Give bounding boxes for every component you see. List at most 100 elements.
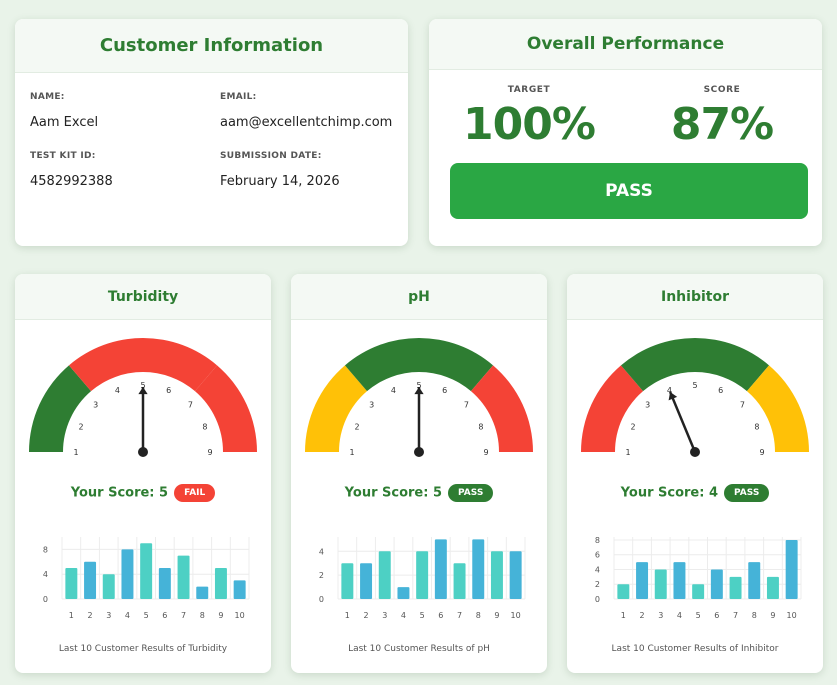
x-tick-label: 10 [787,611,797,620]
result-bar [65,568,78,599]
result-bar [692,584,705,599]
x-tick-label: 2 [364,611,369,620]
overall-status-banner: PASS [450,163,808,219]
x-tick-label: 6 [162,611,167,620]
metric-title: pH [291,274,547,320]
email-value: aam@excellentchimp.com [220,115,393,130]
dial-label: 1 [73,448,78,457]
dial-label: 6 [442,386,447,395]
dial-label: 8 [754,422,759,431]
result-bar [453,563,466,599]
gauge: 1 2 3 4 5 6 7 8 9 [29,338,257,457]
dial-label: 6 [166,386,171,395]
needle-tip [668,391,678,401]
results-bar-chart: 0 2 4 1 2 3 4 5 6 7 8 9 10 [319,537,526,620]
status-badge: FAIL [174,484,216,502]
gauge-zone [194,365,257,452]
result-bar [416,551,429,599]
result-bar [233,580,246,599]
inhibitor-card: Inhibitor 1 2 3 4 5 6 7 8 9 Your Score: 4 PASS 0 2… [567,274,823,673]
x-tick-label: 10 [235,611,245,620]
result-bar [360,563,373,599]
y-tick-label: 2 [595,580,600,589]
metric-title: Turbidity [15,274,271,320]
result-bar [158,568,171,599]
y-tick-label: 4 [319,547,324,556]
x-tick-label: 4 [125,611,130,620]
x-tick-label: 2 [88,611,93,620]
dial-label: 4 [667,386,672,395]
dial-label: 9 [483,448,488,457]
x-tick-label: 7 [457,611,462,620]
kit-id-value: 4582992388 [30,174,113,189]
gauge-zone [620,338,770,392]
score-text: Your Score: 5 [70,485,169,501]
result-bar [654,569,667,599]
submission-date-label: SUBMISSION DATE: [220,151,322,161]
dial-label: 9 [207,448,212,457]
result-bar [102,574,115,599]
gauge-zone [68,338,218,392]
y-tick-label: 0 [595,595,600,604]
gauge-zone [344,338,494,392]
y-tick-label: 4 [595,565,600,574]
gauge-zone [746,365,809,452]
x-tick-label: 7 [733,611,738,620]
x-tick-label: 1 [621,611,626,620]
score-row: Your Score: 5 PASS [291,484,547,502]
dial-label: 3 [645,401,650,410]
y-tick-label: 2 [319,571,324,580]
dial-label: 7 [188,401,193,410]
name-label: NAME: [30,92,65,102]
needle-hub [414,447,424,457]
name-value: Aam Excel [30,115,99,130]
result-bar [378,551,391,599]
x-tick-label: 4 [401,611,406,620]
dial-label: 1 [349,448,354,457]
dial-label: 4 [115,386,120,395]
result-bar [490,551,503,599]
x-tick-label: 9 [494,611,499,620]
dial-label: 8 [202,422,207,431]
dial-label: 9 [759,448,764,457]
result-bar [766,576,779,599]
customer-info-card: Customer Information NAME: Aam Excel EMA… [15,19,408,246]
y-tick-label: 8 [595,536,600,545]
result-bar [196,586,209,599]
gauge: 1 2 3 4 5 6 7 8 9 [581,338,809,457]
status-badge: PASS [724,484,770,502]
y-tick-label: 6 [595,551,600,560]
email-label: EMAIL: [220,92,257,102]
chart-caption: Last 10 Customer Results of Inhibitor [611,644,779,654]
dial-label: 2 [79,422,84,431]
dial-label: 2 [631,422,636,431]
gauge-needle [668,391,697,453]
chart-caption: Last 10 Customer Results of Turbidity [58,644,228,654]
score-text: Your Score: 4 [620,485,719,501]
x-tick-label: 3 [382,611,387,620]
result-bar [177,555,190,599]
x-tick-label: 4 [677,611,682,620]
x-tick-label: 5 [144,611,149,620]
result-bar [214,568,227,599]
score-value: 87% [670,99,774,150]
result-bar [472,539,485,599]
dial-label: 7 [740,401,745,410]
gauge-zone [581,365,644,452]
x-tick-label: 8 [476,611,481,620]
y-tick-label: 0 [43,595,48,604]
result-bar [397,587,410,599]
y-tick-label: 0 [319,595,324,604]
result-bar [341,563,354,599]
result-bar [140,543,153,599]
x-tick-label: 7 [181,611,186,620]
performance-title: Overall Performance [429,19,822,70]
dial-label: 3 [93,401,98,410]
gauge-zone [29,365,92,452]
result-bar [710,569,723,599]
x-tick-label: 1 [345,611,350,620]
result-bar [434,539,447,599]
dial-label: 3 [369,401,374,410]
x-tick-label: 5 [696,611,701,620]
dial-label: 2 [355,422,360,431]
